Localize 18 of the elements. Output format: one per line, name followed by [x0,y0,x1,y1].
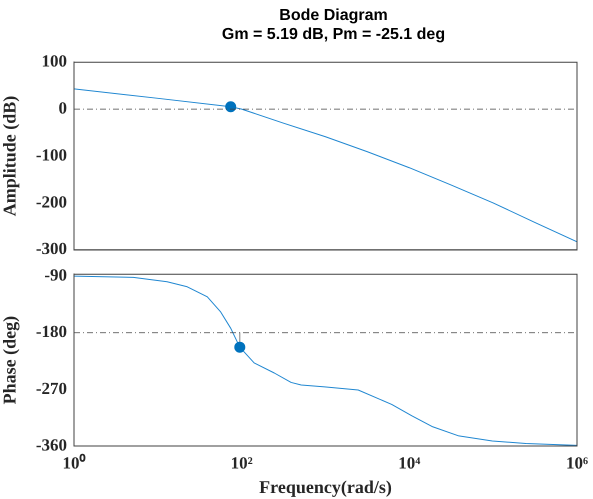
x-tick-label: 10² [230,454,253,473]
x-tick-label: 10⁰ [62,454,86,473]
x-tick-label: 10⁴ [398,454,420,473]
y-tick-label: -90 [44,265,67,284]
x-axis-title: Frequency(rad/s) [259,476,392,497]
y-tick-label: -270 [36,378,67,398]
y-tick-label: -100 [36,145,67,164]
x-tick-label: 10⁶ [566,454,588,473]
y-axis-title: Phase (deg) [0,316,20,404]
y-tick-label: -200 [36,192,67,212]
y-tick-label: 100 [42,52,67,71]
y-axis-title: Amplitude (dB) [0,96,20,216]
y-tick-label: -300 [36,239,67,258]
y-tick-label: -180 [36,322,67,342]
y-tick-label: 0 [58,98,67,118]
chart-subtitle: Gm = 5.19 dB, Pm = -25.1 deg [220,25,446,44]
chart-title: Bode Diagram [278,6,389,25]
y-tick-label: -360 [36,435,67,454]
